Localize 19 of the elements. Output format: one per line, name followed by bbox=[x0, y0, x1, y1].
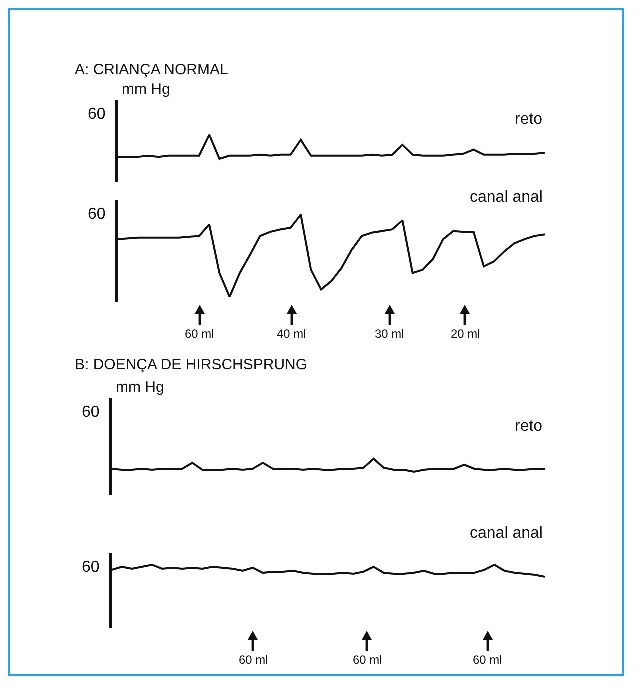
text: 60 ml bbox=[185, 327, 214, 341]
text: 60 bbox=[82, 559, 100, 576]
text: 60 bbox=[82, 404, 100, 421]
y-axis-title: mm Hg bbox=[122, 81, 170, 98]
text: 60 ml bbox=[353, 653, 382, 667]
text: 60 bbox=[88, 106, 106, 123]
text: 60 ml bbox=[473, 653, 502, 667]
text: 20 ml bbox=[451, 327, 480, 341]
text: reto bbox=[515, 418, 543, 435]
y-axis-title: mm Hg bbox=[116, 379, 164, 396]
text: 60 bbox=[88, 206, 106, 223]
text: 60 ml bbox=[239, 653, 268, 667]
series-label: canal anal bbox=[470, 189, 543, 206]
chart-title: A: CRIANÇA NORMAL bbox=[75, 62, 228, 78]
series-label: canal anal bbox=[470, 525, 543, 542]
series-label: reto bbox=[515, 111, 543, 128]
text: 40 ml bbox=[277, 327, 306, 341]
chart-title: B: DOENÇA DE HIRSCHSPRUNG bbox=[75, 356, 308, 374]
text: 30 ml bbox=[375, 327, 404, 341]
